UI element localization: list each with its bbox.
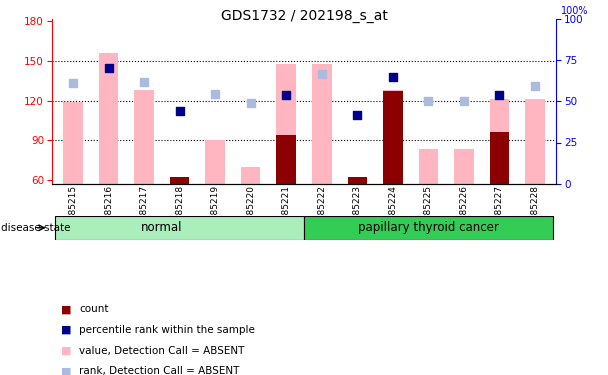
Point	[68, 80, 78, 86]
Point	[174, 108, 184, 114]
Bar	[383, 92, 402, 184]
Bar	[312, 64, 331, 184]
Point	[139, 79, 149, 85]
Bar	[454, 149, 474, 184]
Text: ■: ■	[61, 304, 71, 314]
Bar	[525, 99, 545, 184]
Text: value, Detection Call = ABSENT: value, Detection Call = ABSENT	[79, 346, 244, 355]
Text: 100%: 100%	[561, 6, 588, 16]
Bar	[134, 90, 154, 184]
Text: ■: ■	[61, 346, 71, 355]
Text: ■: ■	[61, 325, 71, 335]
Bar	[383, 90, 402, 184]
Text: percentile rank within the sample: percentile rank within the sample	[79, 325, 255, 335]
Bar	[55, 216, 304, 240]
Bar	[419, 149, 438, 184]
Point	[104, 64, 114, 70]
Text: count: count	[79, 304, 109, 314]
Point	[210, 91, 220, 97]
Point	[317, 71, 326, 77]
Text: normal: normal	[141, 221, 182, 234]
Point	[530, 83, 540, 89]
Bar	[277, 64, 296, 184]
Text: ■: ■	[61, 366, 71, 375]
Bar	[348, 177, 367, 184]
Bar	[98, 53, 119, 184]
Text: disease state: disease state	[1, 223, 70, 233]
Text: papillary thyroid cancer: papillary thyroid cancer	[358, 221, 499, 234]
Bar	[170, 177, 189, 184]
Bar	[489, 132, 510, 184]
Bar	[241, 166, 260, 184]
Bar	[304, 216, 553, 240]
Point	[424, 98, 434, 104]
Bar	[489, 99, 510, 184]
Point	[459, 98, 469, 104]
Point	[494, 92, 504, 98]
Point	[246, 100, 255, 106]
Point	[282, 92, 291, 98]
Point	[353, 112, 362, 118]
Bar	[206, 140, 225, 184]
Bar	[63, 102, 83, 184]
Point	[388, 74, 398, 80]
Text: rank, Detection Call = ABSENT: rank, Detection Call = ABSENT	[79, 366, 240, 375]
Bar	[277, 135, 296, 184]
Text: GDS1732 / 202198_s_at: GDS1732 / 202198_s_at	[221, 9, 387, 23]
